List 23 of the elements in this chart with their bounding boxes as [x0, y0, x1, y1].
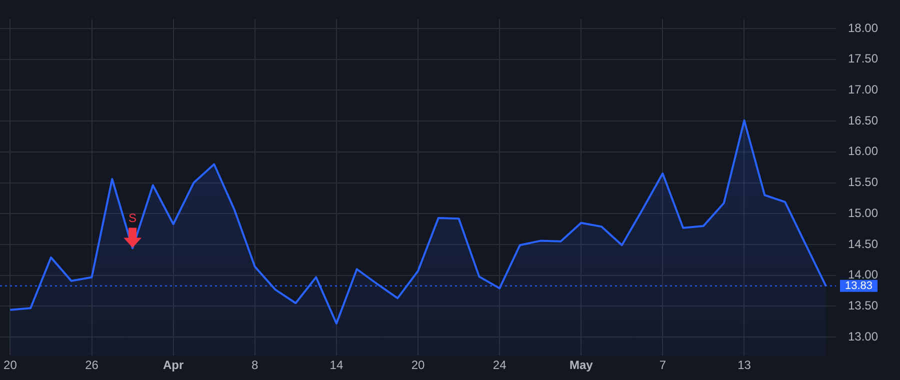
- x-tick-label: 7: [659, 358, 666, 372]
- y-tick-label: 15.50: [848, 175, 878, 190]
- y-tick-label: 15.00: [848, 206, 878, 220]
- x-tick-label: May: [569, 358, 594, 372]
- y-tick-label: 16.00: [848, 144, 878, 158]
- x-tick-label: 24: [492, 358, 507, 372]
- y-tick-label: 17.00: [848, 82, 878, 96]
- data-label: S: [128, 211, 137, 226]
- y-tick-label: 18.00: [848, 20, 878, 35]
- y-tick-label: 13.00: [848, 329, 878, 344]
- x-tick-label: 20: [4, 358, 18, 372]
- ref-line-label: 13.83: [845, 280, 873, 292]
- y-tick-label: 14.50: [848, 236, 878, 251]
- y-tick-label: 14.00: [848, 268, 878, 282]
- y-tick-label: 16.50: [848, 113, 878, 128]
- x-tick-label: 13: [738, 358, 752, 372]
- x-tick-label: 14: [330, 358, 344, 372]
- y-tick-label: 17.50: [848, 52, 878, 66]
- y-tick-label: 13.50: [848, 298, 878, 313]
- x-tick-label: 8: [252, 358, 259, 372]
- x-tick-label: 20: [411, 358, 425, 372]
- x-tick-label: 26: [85, 358, 99, 372]
- x-tick-label: Apr: [162, 358, 184, 372]
